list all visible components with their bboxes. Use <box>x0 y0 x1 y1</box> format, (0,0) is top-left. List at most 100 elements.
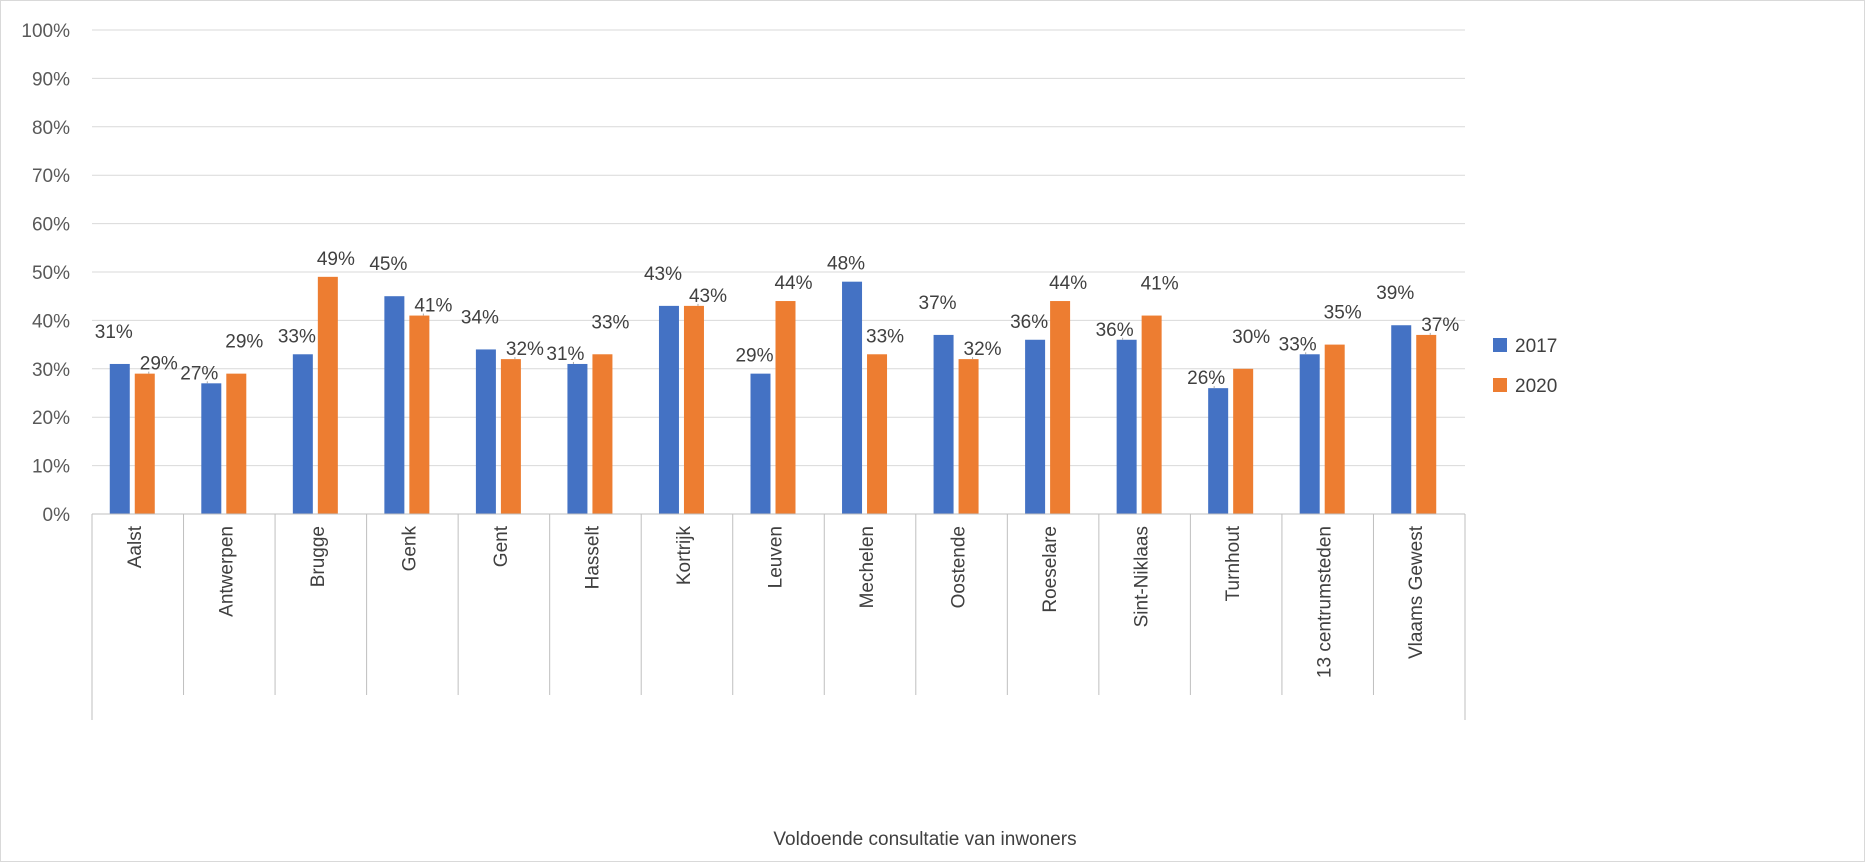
category-label: Oostende <box>949 526 970 608</box>
y-tick-label: 80% <box>32 118 70 139</box>
legend-label-2020: 2020 <box>1515 376 1557 397</box>
y-tick-label: 30% <box>32 360 70 381</box>
y-tick-label: 40% <box>32 311 70 332</box>
category-label: 13 centrumsteden <box>1315 526 1336 678</box>
data-label-2017: 36% <box>1010 312 1048 333</box>
data-label-2017: 34% <box>461 307 499 328</box>
category-label: Turnhout <box>1223 525 1244 601</box>
bar-2020-vlaams-gewest <box>1416 334 1437 514</box>
category-label: Vlaams Gewest <box>1406 525 1427 659</box>
y-tick-label: 10% <box>32 457 70 478</box>
data-label-2017: 33% <box>278 326 316 347</box>
data-label-2017: 31% <box>95 322 133 343</box>
data-label-2020: 29% <box>140 354 178 375</box>
y-tick-label: 60% <box>32 215 70 236</box>
data-label-2017: 48% <box>827 254 865 275</box>
bar-2017-13-centrumsteden <box>1299 354 1320 514</box>
data-label-2020: 29% <box>225 332 263 353</box>
data-label-2020: 44% <box>774 273 812 294</box>
legend-label-2017: 2017 <box>1515 336 1557 357</box>
category-label: Aalst <box>125 525 146 568</box>
bar-2020-aalst <box>134 373 155 514</box>
leader-lines <box>148 303 1431 389</box>
bar-2020-brugge <box>317 276 338 514</box>
bar-2020-13-centrumsteden <box>1324 344 1345 514</box>
data-labels: 31%29% 27%29% 33%49% 45%41%34%32% 31%33%43%4… <box>95 249 1460 389</box>
category-label: Gent <box>491 525 512 567</box>
data-label-2020: 35% <box>1324 303 1362 324</box>
y-tick-label: 50% <box>32 263 70 284</box>
legend-swatch-2017 <box>1493 338 1507 352</box>
category-axis: Aalst Antwerpen Brugge Genk Gent Hasselt Kortr… <box>91 513 1466 720</box>
bar-2017-oostende <box>933 334 954 514</box>
y-tick-label: 70% <box>32 166 70 187</box>
data-label-2020: 33% <box>866 326 904 347</box>
data-label-2017: 33% <box>1279 334 1317 355</box>
category-label: Antwerpen <box>216 526 237 617</box>
bar-2017-kortrijk <box>658 305 679 514</box>
bar-2017-vlaams-gewest <box>1391 325 1412 514</box>
bar-2017-mechelen <box>842 281 863 514</box>
bar-2017-roeselare <box>1025 339 1046 514</box>
y-tick-label: 0% <box>43 505 71 526</box>
bar-2017-genk <box>384 296 405 514</box>
category-label: Kortrijk <box>674 526 695 586</box>
data-label-2017: 27% <box>180 363 218 384</box>
x-axis-title: Voldoende consultatie van inwoners <box>773 829 1076 850</box>
data-label-2017: 31% <box>546 344 584 365</box>
bar-2020-turnhout <box>1233 368 1254 514</box>
data-label-2017: 36% <box>1096 320 1134 341</box>
data-label-2017: 43% <box>644 264 682 285</box>
bars <box>109 276 1437 514</box>
category-label: Mechelen <box>857 526 878 608</box>
bar-2020-oostende <box>958 359 979 514</box>
bar-2017-aalst <box>109 363 130 514</box>
bar-2017-brugge <box>292 354 313 514</box>
y-tick-label: 20% <box>32 408 70 429</box>
category-label: Genk <box>399 526 420 572</box>
data-label-2020: 33% <box>591 312 629 333</box>
category-label: Hasselt <box>582 525 603 589</box>
data-label-2020: 37% <box>1421 315 1459 336</box>
category-label: Sint-Niklaas <box>1132 526 1153 627</box>
bar-2020-hasselt <box>592 354 613 514</box>
category-label: Leuven <box>766 526 787 588</box>
data-label-2020: 49% <box>317 249 355 270</box>
bar-2017-antwerpen <box>201 383 222 514</box>
y-axis-ticks: 0% 10% 20% 30% 40% 50% 60% 70% 80% 90% 100% <box>21 21 70 526</box>
legend: 2017 2020 <box>1493 336 1557 397</box>
bar-2020-roeselare <box>1050 301 1071 514</box>
y-tick-label: 90% <box>32 69 70 90</box>
bar-2017-sint-niklaas <box>1116 339 1137 514</box>
bar-2017-hasselt <box>567 363 588 514</box>
data-label-2020: 41% <box>414 296 452 317</box>
bar-2017-gent <box>475 349 496 514</box>
bar-2020-genk <box>409 315 430 514</box>
data-label-2017: 45% <box>369 254 407 275</box>
legend-swatch-2020 <box>1493 378 1507 392</box>
bar-2020-gent <box>500 359 521 514</box>
bar-2017-leuven <box>750 373 771 514</box>
data-label-2017: 37% <box>919 293 957 314</box>
category-label: Roeselare <box>1040 526 1061 613</box>
data-label-2020: 30% <box>1232 327 1270 348</box>
data-label-2020: 43% <box>689 286 727 307</box>
bar-2020-mechelen <box>867 354 888 514</box>
y-tick-label: 100% <box>21 21 70 42</box>
data-label-2020: 32% <box>964 339 1002 360</box>
data-label-2017: 29% <box>735 346 773 367</box>
data-label-2017: 26% <box>1187 368 1225 389</box>
data-label-2020: 41% <box>1141 274 1179 295</box>
data-label-2020: 32% <box>506 339 544 360</box>
category-label: Brugge <box>308 526 329 587</box>
bar-2017-turnhout <box>1208 388 1229 514</box>
bar-2020-kortrijk <box>683 305 704 514</box>
data-label-2017: 39% <box>1376 283 1414 304</box>
data-label-2020: 44% <box>1049 273 1087 294</box>
bar-2020-sint-niklaas <box>1141 315 1162 514</box>
bar-2020-antwerpen <box>226 373 247 514</box>
bar-2020-leuven <box>775 301 796 514</box>
